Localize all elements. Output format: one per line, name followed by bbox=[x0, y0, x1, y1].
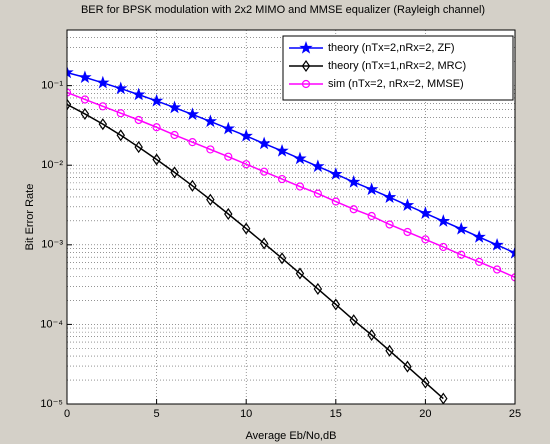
legend: theory (nTx=2,nRx=2, ZF) theory (nTx=1,nR… bbox=[282, 35, 514, 101]
marker bbox=[241, 222, 251, 235]
x-tick-label: 15 bbox=[330, 408, 342, 420]
marker bbox=[239, 128, 253, 142]
marker bbox=[313, 282, 323, 295]
marker bbox=[80, 95, 90, 104]
marker bbox=[185, 107, 200, 121]
marker bbox=[80, 107, 90, 120]
marker bbox=[403, 227, 412, 237]
marker bbox=[295, 182, 305, 191]
marker bbox=[114, 81, 128, 95]
marker bbox=[206, 145, 215, 154]
marker bbox=[224, 207, 233, 221]
marker bbox=[260, 167, 269, 176]
marker bbox=[257, 136, 271, 150]
marker bbox=[329, 167, 343, 180]
x-tick-label: 25 bbox=[509, 408, 521, 420]
chart-title: BER for BPSK modulation with 2x2 MIMO an… bbox=[81, 4, 485, 16]
marker bbox=[349, 314, 358, 327]
marker bbox=[364, 182, 379, 196]
marker bbox=[347, 175, 361, 188]
marker bbox=[385, 220, 394, 229]
marker bbox=[170, 166, 179, 179]
legend-label: sim (nTx=2, nRx=2, MMSE) bbox=[328, 78, 464, 90]
x-tick-label: 10 bbox=[240, 408, 252, 420]
marker bbox=[152, 123, 161, 132]
x-tick-label: 0 bbox=[64, 408, 70, 420]
y-axis-label: Bit Error Rate bbox=[24, 184, 36, 251]
y-tick-label: 10⁻² bbox=[41, 159, 63, 171]
marker bbox=[301, 59, 311, 73]
marker bbox=[400, 198, 415, 211]
marker bbox=[167, 100, 182, 114]
y-tick-label: 10⁻¹ bbox=[41, 80, 63, 92]
marker bbox=[439, 242, 448, 252]
marker bbox=[436, 214, 450, 227]
marker bbox=[116, 129, 125, 142]
marker bbox=[67, 65, 74, 79]
marker bbox=[67, 88, 72, 97]
marker bbox=[492, 265, 502, 274]
marker bbox=[421, 376, 430, 389]
series-line bbox=[67, 103, 444, 400]
marker bbox=[472, 230, 486, 243]
marker bbox=[96, 75, 110, 89]
marker bbox=[116, 109, 125, 118]
marker bbox=[299, 40, 313, 54]
marker bbox=[457, 250, 466, 259]
marker bbox=[78, 70, 92, 84]
legend-label: theory (nTx=2,nRx=2, ZF) bbox=[328, 42, 455, 54]
marker bbox=[301, 79, 311, 89]
marker bbox=[259, 237, 269, 250]
marker bbox=[98, 118, 108, 131]
x-tick-label: 5 bbox=[154, 408, 160, 420]
marker bbox=[188, 179, 197, 192]
marker bbox=[275, 143, 289, 157]
plot bbox=[67, 65, 515, 404]
marker bbox=[331, 298, 341, 311]
marker bbox=[510, 273, 515, 282]
x-tick-label: 20 bbox=[419, 408, 431, 420]
marker bbox=[242, 160, 251, 169]
marker bbox=[132, 87, 146, 101]
marker bbox=[349, 205, 358, 214]
marker bbox=[403, 360, 412, 373]
marker bbox=[367, 211, 376, 221]
marker bbox=[454, 221, 468, 235]
legend-box bbox=[282, 35, 514, 101]
marker bbox=[331, 197, 340, 206]
marker bbox=[277, 252, 287, 265]
marker bbox=[134, 141, 143, 154]
marker bbox=[203, 114, 218, 128]
marker bbox=[475, 257, 484, 267]
marker bbox=[508, 245, 515, 259]
marker bbox=[418, 206, 433, 219]
marker bbox=[421, 235, 430, 244]
marker bbox=[277, 174, 287, 184]
marker bbox=[67, 98, 72, 111]
marker bbox=[293, 151, 307, 165]
marker bbox=[134, 115, 143, 125]
marker bbox=[98, 102, 107, 111]
marker bbox=[490, 237, 504, 251]
y-tick-label: 10⁻⁵ bbox=[40, 398, 63, 410]
legend-label: theory (nTx=1,nRx=2, MRC) bbox=[328, 60, 466, 72]
y-tick-label: 10⁻³ bbox=[41, 239, 63, 251]
marker bbox=[385, 344, 394, 357]
marker bbox=[188, 138, 197, 147]
marker bbox=[311, 159, 325, 173]
axes-frame bbox=[66, 29, 516, 405]
marker bbox=[367, 328, 376, 342]
marker bbox=[221, 121, 235, 135]
marker bbox=[149, 93, 164, 107]
marker bbox=[313, 189, 322, 198]
marker bbox=[206, 193, 215, 206]
x-axis-label: Average Eb/No,dB bbox=[246, 430, 337, 442]
y-tick-label: 10⁻⁴ bbox=[40, 318, 63, 330]
marker bbox=[295, 267, 305, 280]
marker bbox=[224, 152, 233, 161]
marker bbox=[170, 130, 179, 140]
marker bbox=[152, 153, 161, 166]
marker bbox=[382, 190, 397, 204]
